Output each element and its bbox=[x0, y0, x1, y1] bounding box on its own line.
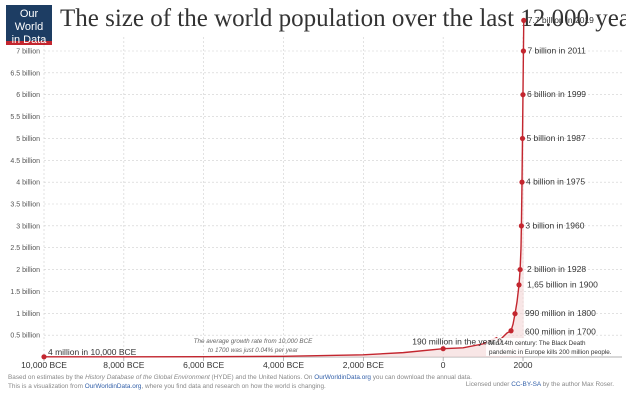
source-note: Based on estimates by the History Databa… bbox=[8, 374, 472, 381]
data-point bbox=[516, 282, 522, 288]
y-tick-label: 5.5 billion bbox=[10, 114, 40, 121]
source-text-c: (HYDE) and the United Nations. On bbox=[209, 374, 315, 381]
data-point bbox=[517, 266, 523, 273]
x-tick-label: 10,000 BCE bbox=[21, 360, 67, 370]
data-point bbox=[518, 223, 525, 229]
x-tick-label: 0 bbox=[441, 360, 446, 370]
annotation-black-death-box bbox=[486, 338, 618, 356]
annotation-black-death-line2: pandemic in Europe kills 200 million peo… bbox=[489, 349, 612, 356]
owid-link[interactable]: OurWorldinData.org bbox=[84, 383, 142, 390]
series-population bbox=[43, 20, 525, 358]
logo-text-line2: in Data bbox=[11, 34, 47, 46]
y-tick-label: 2 billion bbox=[16, 267, 40, 274]
x-axis: 10,000 BCE 8,000 BCE 6,000 BCE 4,000 BCE 2,0… bbox=[21, 356, 622, 370]
data-label: 3 billion in 1960 bbox=[525, 220, 584, 230]
series-line bbox=[43, 20, 525, 358]
source-text-a: Based on estimates by the bbox=[8, 374, 86, 381]
data-point bbox=[519, 135, 526, 142]
data-point bbox=[41, 354, 47, 360]
data-point bbox=[520, 48, 527, 54]
y-tick-label: 1.5 billion bbox=[10, 289, 40, 296]
data-label: 1,65 billion in 1900 bbox=[527, 279, 598, 289]
license-text-a: Licensed under bbox=[465, 381, 512, 388]
y-tick-label: 4.5 billion bbox=[10, 158, 40, 165]
x-tick-label: 8,000 BCE bbox=[103, 360, 144, 370]
data-label: 990 million in 1800 bbox=[525, 308, 596, 318]
y-tick-label: 3.5 billion bbox=[10, 202, 40, 209]
data-label: 7.7 billion in 2019 bbox=[528, 15, 594, 25]
y-tick-label: 6.5 billion bbox=[10, 70, 40, 77]
data-point bbox=[440, 346, 446, 352]
y-axis: 0.5 billion 1 billion 1.5 billion 2 billion… bbox=[10, 49, 40, 340]
license-note: Licensed under CC-BY-SA by the author Ma… bbox=[466, 381, 614, 388]
data-label: 190 million in the year 0 bbox=[412, 337, 502, 347]
data-label: 7 billion in 2011 bbox=[527, 46, 586, 56]
y-tick-label: 1 billion bbox=[16, 311, 40, 318]
data-point bbox=[521, 17, 527, 23]
annotation-black-death-line1: Mid 14th century: The Black Death bbox=[489, 340, 586, 347]
grid bbox=[43, 37, 622, 357]
y-tick-label: 2.5 billion bbox=[10, 245, 40, 252]
annotation-growth-line1: The average growth rate from 10,000 BCE bbox=[194, 338, 313, 345]
x-tick-label: 2,000 BCE bbox=[343, 360, 384, 370]
y-tick-label: 5 billion bbox=[16, 136, 40, 143]
y-tick-label: 0.5 billion bbox=[10, 333, 40, 340]
data-label: 4 billion in 1975 bbox=[526, 177, 585, 187]
y-tick-label: 6 billion bbox=[16, 92, 40, 99]
license-link[interactable]: CC-BY-SA bbox=[511, 381, 541, 388]
visualization-text-a: This is a visualization from bbox=[8, 383, 85, 390]
visualization-note: This is a visualization from OurWorldinD… bbox=[8, 383, 326, 390]
data-point bbox=[519, 179, 525, 185]
data-point bbox=[508, 328, 514, 334]
logo-text-line1: Our World bbox=[14, 8, 44, 33]
source-text-hyde: History Database of the Global Environme… bbox=[85, 374, 210, 381]
data-label: 600 million in 1700 bbox=[525, 326, 596, 336]
data-point bbox=[512, 311, 518, 317]
data-label: 4 million in 10,000 BCE bbox=[48, 347, 137, 357]
data-point bbox=[520, 92, 526, 98]
x-tick-label: 6,000 BCE bbox=[183, 360, 224, 370]
source-link[interactable]: OurWorldinData.org bbox=[314, 374, 371, 381]
data-label: 2 billion in 1928 bbox=[527, 264, 586, 274]
owid-logo: Our World in Data bbox=[6, 5, 52, 46]
x-tick-label: 2000 bbox=[514, 360, 533, 370]
source-text-d: you can download the annual data. bbox=[370, 374, 472, 381]
visualization-text-b: , where you find data and research on ho… bbox=[141, 383, 326, 390]
y-tick-label: 3 billion bbox=[16, 223, 40, 230]
annotation-growth-line2: to 1700 was just 0.04% per year bbox=[208, 347, 299, 354]
y-tick-label: 4 billion bbox=[16, 180, 40, 187]
data-label: 5 billion in 1987 bbox=[526, 133, 585, 143]
data-label: 6 billion in 1999 bbox=[527, 89, 586, 99]
license-text-b: by the author Max Roser. bbox=[540, 381, 614, 388]
annotations: The average growth rate from 10,000 BCE … bbox=[194, 338, 618, 356]
series-area bbox=[44, 20, 524, 358]
chart-title: The size of the world population over th… bbox=[60, 5, 626, 32]
x-tick-label: 4,000 BCE bbox=[263, 360, 304, 370]
data-points: 4 million in 10,000 BCE 190 million in th… bbox=[41, 15, 598, 360]
y-tick-label: 7 billion bbox=[16, 49, 40, 56]
